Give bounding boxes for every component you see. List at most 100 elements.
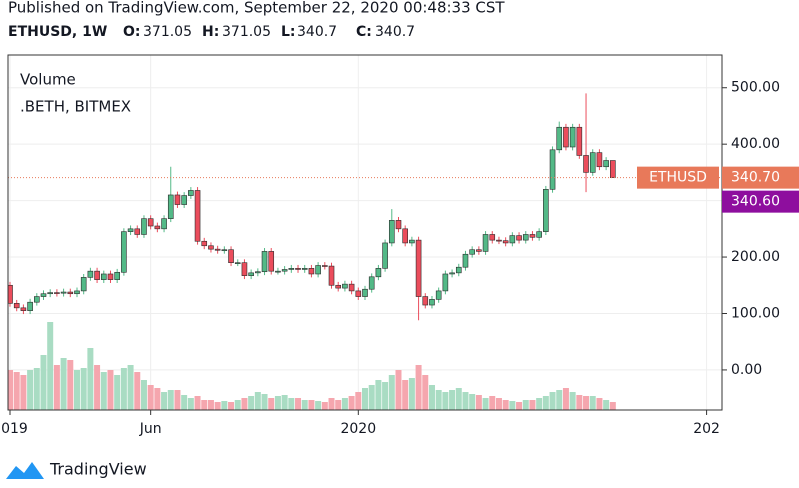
candle-body	[127, 228, 134, 232]
x-tick-label: 2020	[340, 421, 376, 437]
volume-bar	[221, 401, 228, 410]
candle-body	[40, 293, 47, 297]
legend-volume: Volume	[20, 71, 76, 89]
candle-body	[234, 262, 241, 264]
candle-body	[214, 248, 221, 251]
candle-body	[80, 277, 87, 292]
volume-bar	[281, 395, 288, 410]
h-label: H:	[202, 24, 219, 40]
volume-bar	[549, 392, 556, 410]
published: Published on TradingView.com, September …	[8, 0, 505, 17]
candle-body	[382, 242, 388, 269]
volume-bar	[67, 360, 74, 410]
candle-body	[268, 251, 275, 272]
volume-bar	[248, 396, 255, 410]
candle-body	[67, 291, 74, 295]
candle-body	[543, 189, 549, 232]
candle-body	[482, 234, 489, 252]
candle-body	[288, 268, 295, 270]
brand: TradingView	[49, 460, 147, 479]
volume-bar	[469, 394, 476, 410]
candle-body	[275, 270, 281, 273]
l-value: 340.7	[297, 24, 337, 40]
volume-bar	[214, 402, 221, 410]
candle-body	[429, 299, 435, 306]
volume-bar	[355, 392, 362, 410]
candle-body	[47, 292, 53, 295]
x-tick-label: Jun	[139, 421, 162, 437]
candle-body	[462, 253, 469, 268]
candle-body	[583, 155, 589, 173]
candle-body	[107, 273, 114, 280]
candle-body	[208, 245, 214, 250]
candle-body	[261, 251, 268, 273]
volume-bar	[114, 375, 121, 410]
volume-bar	[87, 348, 94, 410]
volume-bar	[509, 401, 516, 410]
y-tick-label: 100.00	[731, 305, 780, 321]
volume-bar	[107, 370, 114, 410]
volume-bar	[375, 380, 382, 410]
candle-body	[496, 239, 502, 242]
volume-bar	[187, 398, 194, 410]
volume-bar	[127, 365, 134, 410]
candle-body	[409, 239, 415, 244]
candle-body	[154, 225, 161, 230]
volume-bar	[194, 396, 201, 410]
volume-bar	[207, 400, 214, 410]
candle-body	[375, 268, 382, 278]
volume-bar	[268, 398, 275, 410]
volume-bar	[181, 395, 188, 410]
volume-bar	[382, 382, 389, 410]
candle-body	[388, 220, 395, 244]
volume-bar	[228, 402, 235, 410]
candle-body	[502, 240, 509, 244]
volume-bar	[94, 365, 101, 410]
candle-body	[161, 218, 167, 230]
candle-body	[255, 271, 261, 274]
candle-body	[455, 266, 462, 274]
o-value: 371.05	[143, 24, 192, 40]
volume-bar	[368, 385, 375, 410]
candle-body	[248, 272, 254, 276]
volume-bar	[482, 398, 489, 410]
candle-body	[322, 265, 328, 267]
volume-bar	[562, 388, 569, 410]
volume-bar	[254, 392, 261, 410]
c-value: 340.7	[375, 24, 415, 40]
volume-bar	[422, 375, 429, 410]
volume-bar	[388, 375, 395, 410]
volume-bar	[395, 370, 402, 410]
candle-body	[569, 126, 576, 148]
volume-bar	[301, 400, 308, 410]
volume-bar	[134, 372, 141, 410]
volume-bar	[13, 372, 20, 410]
volume-bar	[408, 378, 415, 410]
volume-bar	[20, 375, 27, 410]
candle-body	[402, 228, 408, 244]
volume-bar	[328, 398, 335, 410]
second-price-box	[722, 190, 799, 213]
candle-body	[328, 265, 335, 286]
volume-bar	[603, 400, 610, 410]
candle-body	[301, 268, 308, 270]
candle-body	[147, 218, 154, 227]
volume-bar	[321, 402, 328, 410]
volume-bar	[261, 394, 268, 410]
candle-body	[469, 249, 475, 255]
x-tick-label: 2019	[0, 421, 28, 437]
candle-body	[141, 218, 147, 235]
volume-bar	[147, 385, 154, 410]
last-price-symbol: ETHUSD	[649, 170, 707, 186]
candle-body	[228, 249, 234, 263]
candle-body	[362, 288, 368, 297]
candle-body	[335, 284, 342, 289]
l-label: L:	[281, 24, 296, 40]
candle-body	[610, 160, 616, 178]
volume-bar	[234, 400, 241, 410]
candle-body	[556, 126, 563, 151]
volume-bar	[348, 396, 355, 410]
candle-body	[134, 228, 141, 235]
h-value: 371.05	[222, 24, 271, 40]
